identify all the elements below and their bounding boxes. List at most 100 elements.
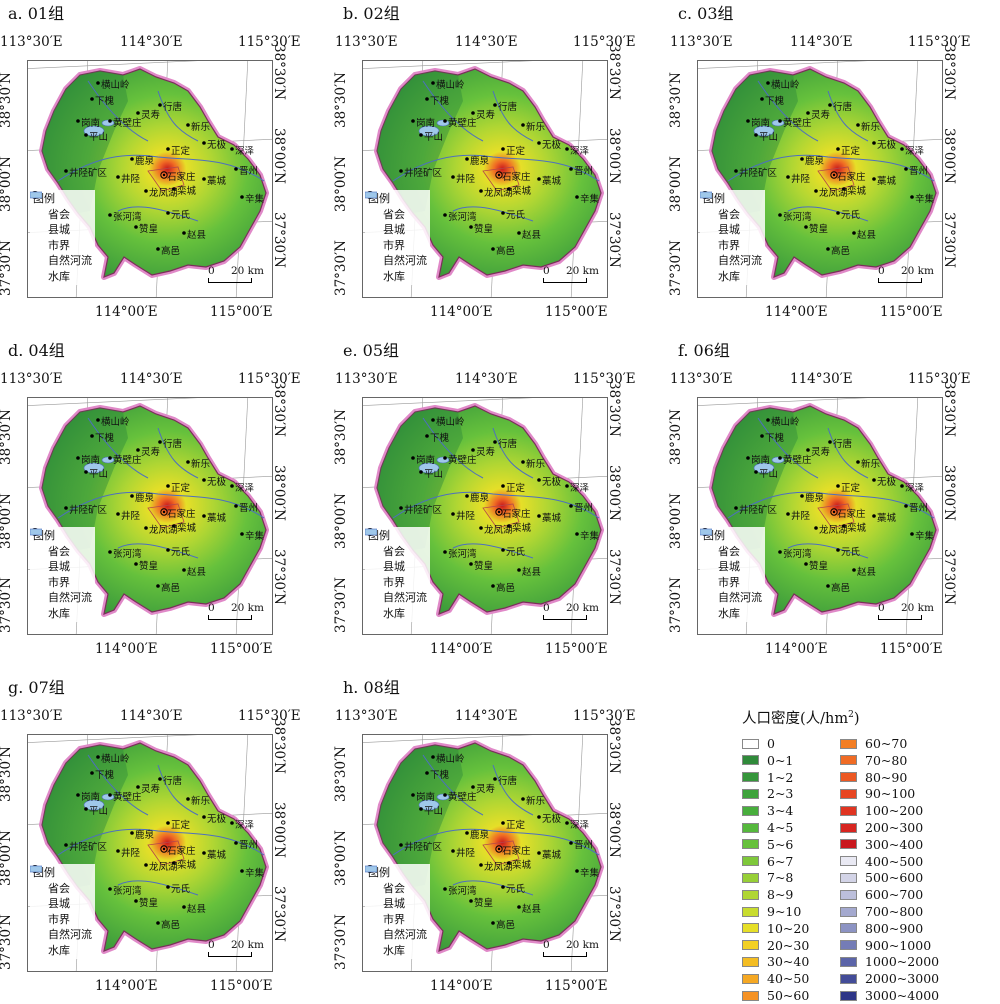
graticule-line bbox=[28, 735, 198, 743]
county-seat-marker bbox=[778, 119, 782, 123]
right-latitude-label: 37°30′N bbox=[605, 549, 622, 605]
place-label: 黄壁庄 bbox=[448, 792, 477, 803]
bottom-longitude-label: 114°00′E bbox=[765, 641, 828, 657]
place-label: 平山 bbox=[89, 469, 109, 480]
county-seat-marker bbox=[134, 562, 138, 566]
panel-title: d. 04组 bbox=[8, 341, 65, 360]
county-seat-marker bbox=[836, 548, 840, 552]
river bbox=[727, 491, 935, 519]
county-seat-marker bbox=[90, 434, 94, 438]
place-label: 石家庄 bbox=[502, 509, 531, 520]
left-latitude-label: 38°00′N bbox=[0, 156, 14, 212]
county-seat-marker bbox=[136, 785, 140, 789]
bottom-longitude-label: 114°00′E bbox=[95, 304, 158, 320]
map-legend-item: 省会 bbox=[701, 528, 762, 560]
place-label: 岗南 bbox=[81, 455, 101, 466]
place-label: 下槐 bbox=[765, 433, 785, 444]
county-seat-marker bbox=[186, 460, 190, 464]
scale-bar-graphic bbox=[878, 278, 922, 283]
map-legend-label: 县城 bbox=[48, 560, 70, 573]
left-latitude-label: 38°00′N bbox=[332, 493, 349, 549]
map-legend-item: 水库 bbox=[30, 528, 92, 622]
density-class-item: 900~1000 bbox=[840, 938, 931, 953]
place-label: 横山岭 bbox=[436, 754, 465, 765]
place-label: 行唐 bbox=[498, 776, 518, 787]
density-class-label: 100~200 bbox=[865, 803, 924, 819]
county-seat-marker bbox=[144, 189, 148, 193]
place-label: 赵县 bbox=[187, 904, 207, 915]
county-seat-marker bbox=[166, 548, 170, 552]
place-label: 赞皇 bbox=[474, 561, 494, 572]
density-swatch bbox=[840, 856, 857, 867]
county-seat-marker bbox=[521, 797, 525, 801]
capital-marker-dot bbox=[832, 510, 836, 514]
county-seat-marker bbox=[96, 755, 100, 759]
county-seat-marker bbox=[425, 434, 429, 438]
county-seat-marker bbox=[778, 550, 782, 554]
county-seat-marker bbox=[134, 225, 138, 229]
density-swatch bbox=[742, 923, 759, 934]
river bbox=[157, 764, 199, 816]
county-seat-marker bbox=[108, 213, 112, 217]
place-label: 栾城 bbox=[847, 523, 867, 534]
map-legend-label: 市界 bbox=[383, 575, 405, 589]
place-label: 新乐 bbox=[526, 122, 546, 133]
county-seat-marker bbox=[431, 418, 435, 422]
place-label: 赵县 bbox=[187, 567, 207, 578]
place-label: 岗南 bbox=[416, 792, 436, 803]
map-legend-item: 水库 bbox=[365, 865, 427, 959]
density-class-item: 0~1 bbox=[742, 753, 793, 768]
county-seat-marker bbox=[872, 177, 876, 181]
scale-end: 20 km bbox=[565, 939, 599, 951]
right-latitude-label: 38°00′N bbox=[605, 802, 622, 858]
map-legend-item: 自然河流 bbox=[700, 194, 762, 269]
density-class-item: 70~80 bbox=[840, 753, 907, 768]
place-label: 赞皇 bbox=[474, 224, 494, 235]
right-latitude-label: 38°30′N bbox=[605, 44, 622, 100]
place-label: 岗南 bbox=[416, 118, 436, 129]
county-seat-marker bbox=[156, 247, 160, 251]
county-seat-marker bbox=[569, 167, 573, 171]
map-legend-item: 省会 bbox=[31, 191, 92, 223]
county-seat-marker bbox=[493, 103, 497, 107]
place-label: 高邑 bbox=[496, 246, 516, 257]
top-longitude-label: 113°30′E bbox=[670, 371, 733, 387]
place-label: 深泽 bbox=[570, 146, 590, 157]
map-legend-item: 水库 bbox=[30, 865, 92, 959]
place-label: 正定 bbox=[171, 820, 191, 831]
river bbox=[57, 828, 265, 856]
place-label: 元氏 bbox=[171, 884, 191, 895]
place-label: 岗南 bbox=[416, 455, 436, 466]
place-label: 正定 bbox=[171, 483, 191, 494]
county-seat-marker bbox=[826, 247, 830, 251]
county-seat-marker bbox=[842, 524, 846, 528]
map-legend: 图例 省会 县城 市界 自然河流 水库 bbox=[365, 190, 430, 285]
top-longitude-label: 113°30′E bbox=[335, 34, 398, 50]
density-class-label: 4~5 bbox=[767, 820, 794, 835]
density-class-item: 20~30 bbox=[742, 938, 809, 953]
county-seat-marker bbox=[202, 177, 206, 181]
map-legend-label: 省会 bbox=[48, 207, 70, 221]
map-legend-item: 自然河流 bbox=[365, 868, 427, 943]
place-label: 藁城 bbox=[207, 513, 227, 524]
place-label: 灵寿 bbox=[476, 447, 496, 458]
place-label: 正定 bbox=[506, 483, 526, 494]
panel-title: g. 07组 bbox=[8, 678, 65, 697]
top-longitude-label: 115°30′E bbox=[573, 708, 636, 724]
place-label: 晋州 bbox=[909, 166, 929, 177]
place-label: 行唐 bbox=[498, 102, 518, 113]
density-class-label: 3000~4000 bbox=[865, 988, 940, 1003]
density-class-label: 8~9 bbox=[767, 887, 794, 903]
county-seat-marker bbox=[64, 169, 68, 173]
place-label: 赞皇 bbox=[139, 224, 159, 235]
county-seat-marker bbox=[507, 187, 511, 191]
county-seat-marker bbox=[234, 504, 238, 508]
place-label: 栾城 bbox=[847, 186, 867, 197]
density-swatch bbox=[840, 839, 857, 850]
river bbox=[87, 417, 149, 479]
density-swatch bbox=[840, 889, 857, 900]
place-label: 深泽 bbox=[570, 483, 590, 494]
county-seat-marker bbox=[501, 484, 505, 488]
place-label: 元氏 bbox=[506, 210, 526, 221]
reservoir-gangnan bbox=[418, 125, 440, 137]
